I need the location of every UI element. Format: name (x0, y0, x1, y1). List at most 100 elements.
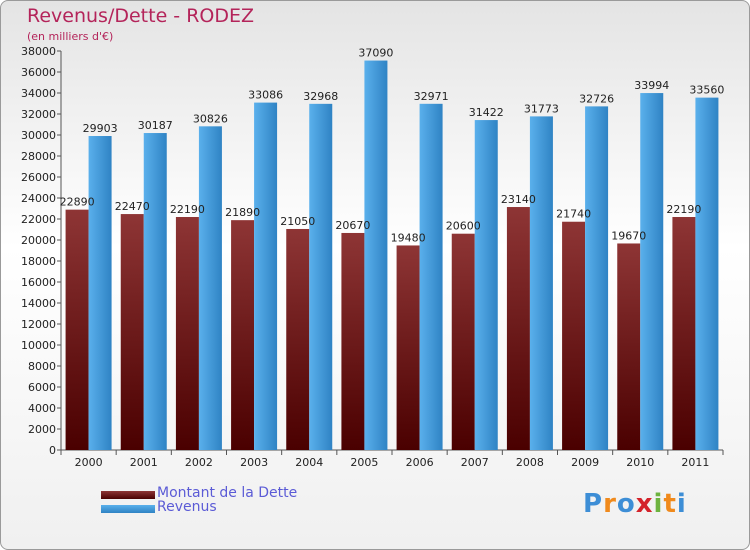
y-axis: 0 2000 4000 6000 8000 10000 12000 14000 16000 180… (21, 45, 62, 457)
data-label-dette-2005: 20670 (335, 219, 370, 232)
data-label-dette-2004: 21050 (280, 215, 315, 228)
x-tick-label: 2003 (240, 456, 268, 469)
data-label-dette-2010: 19670 (611, 229, 646, 242)
legend-label-dette: Montant de la Dette (157, 485, 298, 501)
proxiti-logo: Proxiti (583, 489, 687, 519)
y-tick-label: 34000 (21, 87, 56, 100)
data-label-revenus-2004: 32968 (303, 90, 338, 103)
data-label-revenus-2008: 31773 (524, 102, 559, 115)
data-label-dette-2003: 21890 (225, 206, 260, 219)
data-label-revenus-2005: 37090 (358, 47, 393, 60)
y-tick-label: 32000 (21, 108, 56, 121)
logo-letter: i (676, 489, 687, 519)
data-label-revenus-2010: 33994 (634, 79, 669, 92)
y-tick-label: 12000 (21, 318, 56, 331)
bar-dette-2000 (65, 209, 89, 450)
data-label-revenus-2002: 30826 (193, 112, 228, 125)
y-tick-label: 4000 (28, 402, 56, 415)
data-label-revenus-2000: 29903 (83, 122, 118, 135)
data-label-revenus-2007: 31422 (469, 106, 504, 119)
data-label-dette-2006: 19480 (391, 231, 426, 244)
bar-revenus-2000 (88, 136, 112, 450)
data-label-revenus-2001: 30187 (138, 119, 173, 132)
bar-revenus-2006 (419, 103, 443, 450)
bar-revenus-2007 (474, 120, 498, 450)
chart-subtitle: (en milliers d'€) (27, 30, 114, 43)
y-tick-label: 16000 (21, 276, 56, 289)
x-tick-label: 2007 (461, 456, 489, 469)
x-tick-label: 2002 (185, 456, 213, 469)
bar-revenus-2010 (640, 93, 664, 451)
data-label-revenus-2011: 33560 (689, 84, 724, 97)
data-label-dette-2007: 20600 (446, 220, 481, 233)
bar-dette-2002 (175, 217, 199, 450)
x-axis: 2000 2001 2002 2003 2004 2005 2006 2007 2008 2009… (60, 449, 724, 469)
data-label-revenus-2003: 33086 (248, 89, 283, 102)
bar-dette-2005 (341, 232, 365, 450)
bar-revenus-2009 (585, 106, 609, 450)
data-label-dette-2000: 22890 (60, 196, 95, 209)
y-tick-label: 38000 (21, 45, 56, 58)
bar-dette-2007 (451, 233, 475, 450)
logo-letter: x (635, 489, 654, 519)
logo-letter: i (653, 489, 664, 519)
y-tick-label: 20000 (21, 234, 56, 247)
bar-revenus-2002 (198, 126, 222, 451)
y-tick-label: 30000 (21, 129, 56, 142)
logo-letter: r (603, 489, 617, 519)
legend-swatch-dette (101, 491, 155, 499)
bar-dette-2006 (396, 245, 420, 450)
bar-dette-2003 (231, 220, 255, 450)
x-tick-label: 2006 (406, 456, 434, 469)
y-tick-label: 14000 (21, 297, 56, 310)
bar-dette-2009 (562, 221, 586, 450)
data-label-dette-2011: 22190 (666, 203, 701, 216)
x-tick-label: 2008 (516, 456, 544, 469)
bar-revenus-2003 (254, 102, 278, 451)
y-tick-label: 2000 (28, 423, 56, 436)
bars (65, 60, 719, 451)
chart-title: Revenus/Dette - RODEZ (27, 5, 255, 27)
data-label-revenus-2009: 32726 (579, 92, 614, 105)
y-tick-label: 10000 (21, 339, 56, 352)
logo-letter: P (583, 489, 604, 519)
bar-revenus-2001 (143, 133, 167, 450)
bar-dette-2010 (617, 243, 641, 450)
bar-revenus-2005 (364, 60, 388, 451)
data-label-revenus-2006: 32971 (414, 90, 449, 103)
logo-letter: o (616, 489, 636, 519)
y-tick-label: 18000 (21, 255, 56, 268)
data-label-dette-2001: 22470 (115, 200, 150, 213)
x-tick-label: 2005 (350, 456, 378, 469)
bar-dette-2001 (120, 214, 144, 450)
logo-letter: t (663, 489, 677, 519)
bar-dette-2008 (506, 207, 530, 450)
value-labels: 22890 29903 22470 30187 22190 30826 21890 33086… (60, 47, 725, 245)
bar-revenus-2008 (529, 116, 553, 451)
data-label-dette-2008: 23140 (501, 193, 536, 206)
y-tick-label: 28000 (21, 150, 56, 163)
y-tick-label: 0 (49, 444, 56, 457)
y-tick-label: 8000 (28, 360, 56, 373)
bar-dette-2004 (286, 228, 310, 450)
y-tick-label: 6000 (28, 381, 56, 394)
legend-label-revenus: Revenus (157, 499, 217, 515)
bar-revenus-2004 (309, 103, 333, 450)
x-tick-label: 2001 (130, 456, 158, 469)
bar-revenus-2011 (695, 97, 719, 451)
y-tick-label: 22000 (21, 213, 56, 226)
y-tick-label: 36000 (21, 66, 56, 79)
x-tick-label: 2009 (571, 456, 599, 469)
data-label-dette-2002: 22190 (170, 203, 205, 216)
data-label-dette-2009: 21740 (556, 208, 591, 221)
y-tick-label: 24000 (21, 192, 56, 205)
y-tick-label: 26000 (21, 171, 56, 184)
x-tick-label: 2000 (75, 456, 103, 469)
x-tick-label: 2011 (681, 456, 709, 469)
bar-dette-2011 (672, 217, 696, 450)
x-tick-label: 2004 (295, 456, 323, 469)
legend-swatch-revenus (101, 505, 155, 513)
x-tick-label: 2010 (626, 456, 654, 469)
